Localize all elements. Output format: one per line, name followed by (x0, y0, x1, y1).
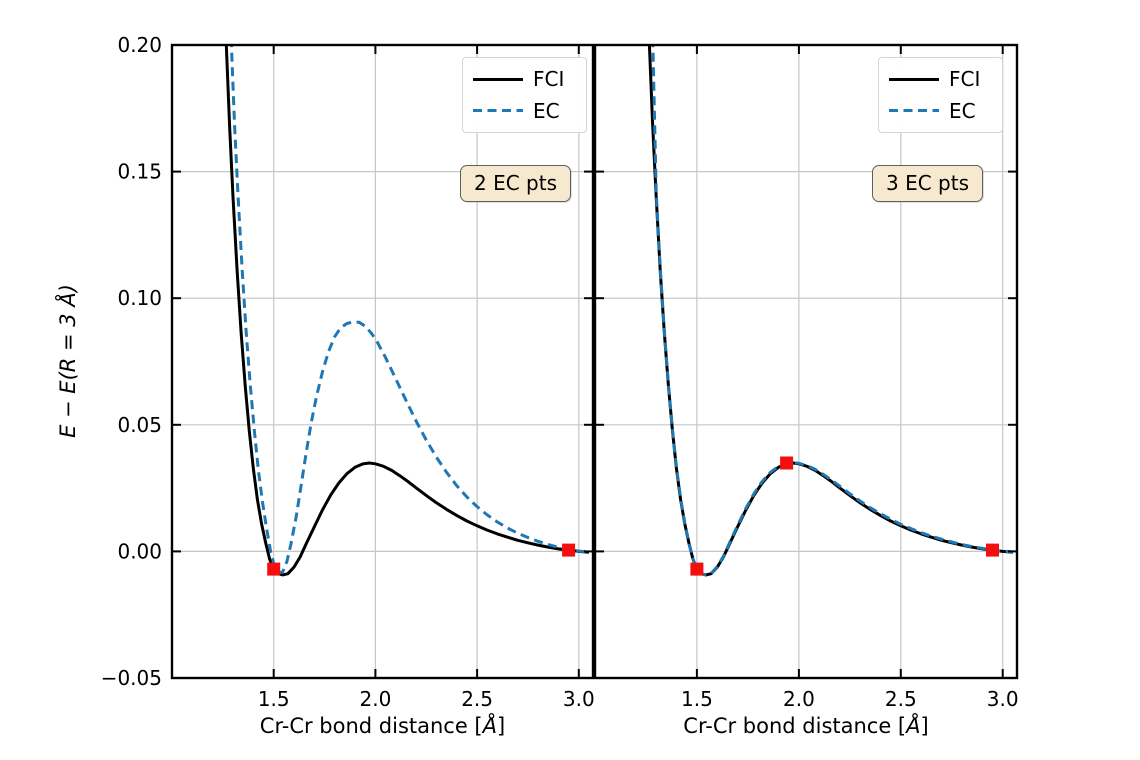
ec-point-marker (562, 543, 576, 557)
y-tick-label: −0.05 (101, 666, 162, 690)
fci-curve (224, 45, 590, 577)
y-tick-label: 0.15 (117, 160, 162, 184)
ec-line-sample (473, 109, 523, 113)
fci-line-sample (889, 77, 939, 81)
y-tick-label: 0.05 (117, 413, 162, 437)
legend-entry-ec: EC (889, 101, 1002, 121)
axes-spines (170, 43, 595, 680)
legend-entry-fci: FCI (889, 69, 1002, 89)
x-tick-label: 1.5 (681, 687, 713, 711)
x-tick-label: 3.0 (563, 687, 595, 711)
annotation-ec-pts-right: 3 EC pts (872, 165, 983, 202)
annotation-ec-pts-left: 2 EC pts (460, 165, 571, 202)
ec-point-marker (267, 562, 281, 576)
x-tick-label: 2.0 (783, 687, 815, 711)
legend-right: FCI EC (878, 57, 1003, 133)
legend-label-fci: FCI (533, 67, 565, 92)
legend-label-fci: FCI (949, 67, 981, 92)
x-tick-label: 2.5 (461, 687, 493, 711)
y-axis-label-text: E − E(R = 3 Å) (56, 284, 80, 438)
y-tick-label: 0.00 (117, 539, 162, 563)
ec-curve (651, 45, 1014, 577)
x-axis-label-right: Cr-Cr bond distance [Å] (683, 714, 929, 738)
ec-line-sample (889, 109, 939, 113)
legend-left: FCI EC (462, 57, 587, 133)
axes-spines (593, 43, 1019, 680)
y-axis-label: E − E(R = 3 Å) (56, 284, 80, 438)
ec-curve (229, 45, 590, 575)
ec-point-marker (780, 456, 794, 470)
legend-entry-ec: EC (473, 101, 586, 121)
x-tick-label: 1.5 (258, 687, 290, 711)
legend-entry-fci: FCI (473, 69, 586, 89)
x-tick-label: 2.5 (885, 687, 917, 711)
y-tick-label: 0.10 (117, 286, 162, 310)
y-tick-label: 0.20 (117, 33, 162, 57)
legend-label-ec: EC (533, 98, 560, 123)
ec-point-marker (986, 543, 999, 557)
x-axis-label-left: Cr-Cr bond distance [Å] (259, 714, 506, 738)
x-tick-label: 3.0 (987, 687, 1019, 711)
ec-point-marker (690, 562, 704, 576)
fci-line-sample (473, 77, 523, 81)
x-tick-label: 2.0 (359, 687, 391, 711)
legend-label-ec: EC (949, 98, 976, 123)
